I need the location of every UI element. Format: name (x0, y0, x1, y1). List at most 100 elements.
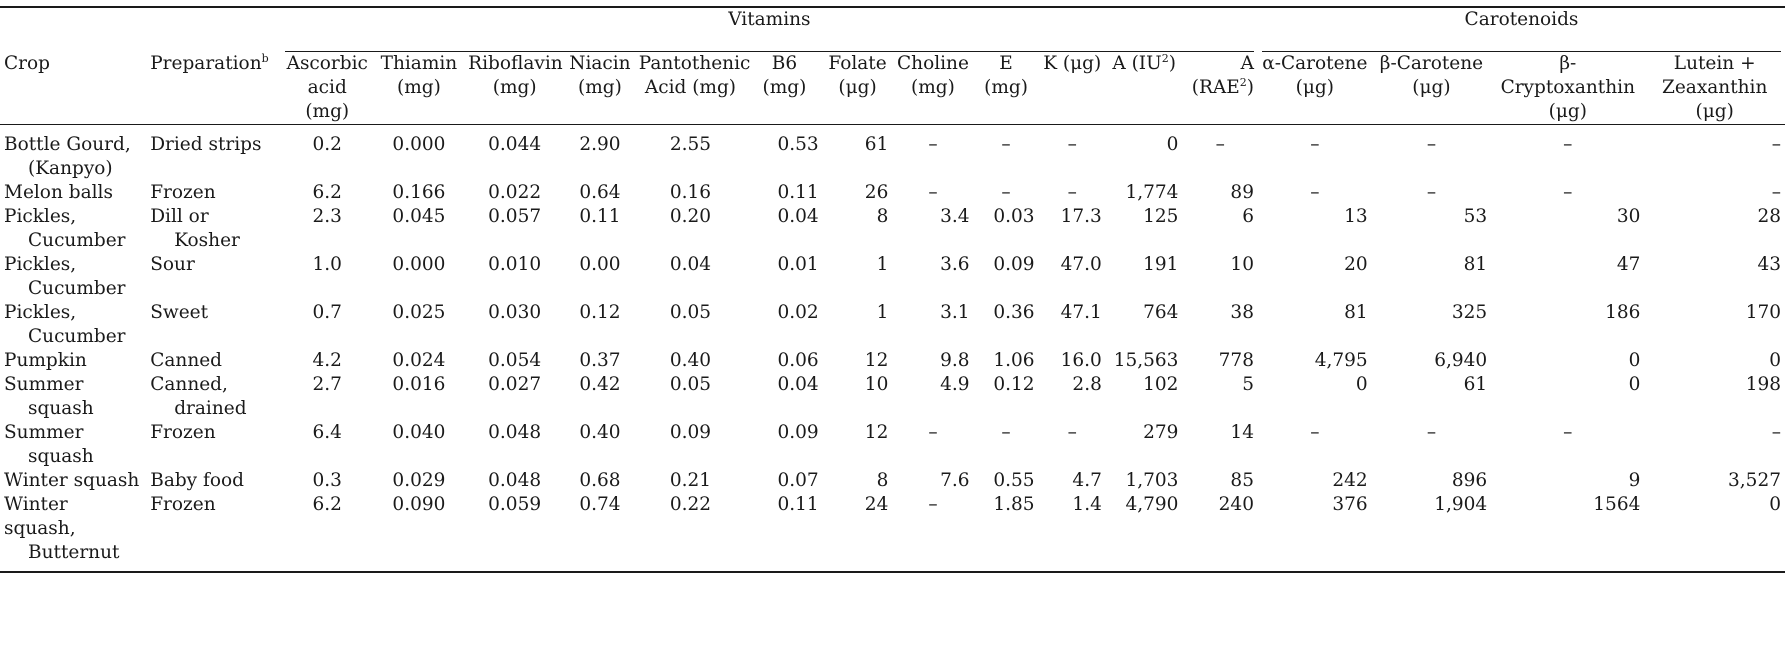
value-cell-e: – (1001, 134, 1011, 155)
value-cell-e: 0.03 (993, 206, 1035, 227)
value-cell-a_rae: 5 (1242, 374, 1254, 395)
preparation-cell: Frozen (150, 494, 216, 515)
value-cell-k: 1.4 (1072, 494, 1102, 515)
column-header-crypto: β-Cryptoxanthin (μg) (1491, 52, 1645, 125)
nutrient-table: Vitamins Carotenoids Crop Preparationb Asc… (0, 6, 1785, 573)
value-cell-a_rae: 38 (1230, 302, 1254, 323)
table-row: Melon balls Frozen 6.2 0.166 0.022 0.64 0.16 0.… (0, 181, 1785, 205)
value-cell-crypto: – (1563, 182, 1573, 203)
table-row: Summer squash Canned, drained 2.7 0.016 0.027 0… (0, 373, 1785, 421)
value-cell-lutein: 0 (1769, 350, 1781, 371)
table-row: Pickles, Cucumber Dill or Kosher 2.3 0.045 0.0… (0, 205, 1785, 253)
table-row: Winter squash Baby food 0.3 0.029 0.048 0.68 0… (0, 469, 1785, 493)
value-cell-lutein: 170 (1745, 302, 1781, 323)
preparation-cell: Dried strips (150, 134, 262, 155)
value-cell-crypto: 30 (1616, 206, 1641, 227)
value-cell-b6: 0.11 (777, 182, 819, 203)
value-cell-thiamin: 0.024 (392, 350, 446, 371)
column-header-niacin: Niacin (mg) (565, 52, 635, 125)
column-header-prep: Preparationb (146, 52, 281, 125)
table-header: Vitamins Carotenoids Crop Preparationb Asc… (0, 7, 1785, 125)
preparation-cell: Frozen (150, 422, 216, 443)
value-cell-a_rae: 6 (1242, 206, 1254, 227)
value-cell-choline: 3.4 (940, 206, 970, 227)
value-cell-pantothenic: 0.04 (669, 254, 712, 275)
value-cell-a_rae: 240 (1218, 494, 1254, 515)
value-cell-a_rae: 89 (1230, 182, 1254, 203)
value-cell-alpha: 81 (1344, 302, 1368, 323)
value-cell-folate: 61 (864, 134, 889, 155)
value-cell-alpha: 242 (1332, 470, 1368, 491)
value-cell-thiamin: 0.025 (392, 302, 446, 323)
value-cell-choline: 7.6 (940, 470, 970, 491)
crop-cell: Summer squash (4, 374, 94, 419)
value-cell-alpha: 376 (1332, 494, 1368, 515)
crop-cell: Summer squash (4, 422, 94, 467)
value-cell-crypto: – (1563, 422, 1573, 443)
value-cell-a_iu: 125 (1143, 206, 1179, 227)
column-header-a_rae: A (RAE2) (1182, 52, 1258, 125)
table-row: Pickles, Cucumber Sour 1.0 0.000 0.010 0.00 0.0… (0, 253, 1785, 301)
value-cell-niacin: 0.40 (579, 422, 621, 443)
value-cell-pantothenic: 2.55 (669, 134, 712, 155)
value-cell-k: 4.7 (1072, 470, 1102, 491)
crop-cell: Pickles, Cucumber (4, 206, 126, 251)
value-cell-a_iu: 0 (1166, 134, 1179, 155)
column-header-lutein: Lutein + Zeaxanthin (μg) (1644, 52, 1785, 125)
value-cell-a_iu: 1,703 (1125, 470, 1179, 491)
value-cell-choline: – (928, 134, 938, 155)
value-cell-b6: 0.04 (777, 374, 819, 395)
value-cell-a_rae: 14 (1230, 422, 1254, 443)
value-cell-a_rae: 85 (1230, 470, 1254, 491)
value-cell-beta: – (1426, 182, 1437, 203)
value-cell-thiamin: 0.166 (392, 182, 446, 203)
preparation-cell: Sour (150, 254, 195, 275)
value-cell-riboflavin: 0.059 (488, 494, 542, 515)
value-cell-pantothenic: 0.21 (669, 470, 712, 491)
crop-cell: Melon balls (4, 182, 113, 203)
value-cell-niacin: 0.68 (579, 470, 621, 491)
crop-cell: Bottle Gourd, (Kanpyo) (4, 134, 131, 179)
value-cell-beta: 325 (1451, 302, 1488, 323)
value-cell-thiamin: 0.090 (392, 494, 446, 515)
value-cell-b6: 0.06 (777, 350, 819, 371)
value-cell-thiamin: 0.040 (392, 422, 446, 443)
vitamins-group-header: Vitamins (281, 7, 1258, 52)
value-cell-lutein: 28 (1757, 206, 1781, 227)
value-cell-riboflavin: 0.057 (488, 206, 542, 227)
value-cell-folate: 1 (876, 302, 889, 323)
crop-cell: Pickles, Cucumber (4, 254, 126, 299)
value-cell-k: 47.0 (1060, 254, 1102, 275)
value-cell-a_rae: 778 (1218, 350, 1254, 371)
column-header-e: E (mg) (973, 52, 1039, 125)
value-cell-niacin: 0.37 (579, 350, 621, 371)
value-cell-a_iu: 102 (1143, 374, 1179, 395)
value-cell-a_iu: 1,774 (1125, 182, 1179, 203)
value-cell-k: – (1067, 182, 1077, 203)
value-cell-choline: 3.6 (940, 254, 970, 275)
value-cell-niacin: 0.74 (579, 494, 621, 515)
value-cell-folate: 12 (864, 350, 889, 371)
column-header-pantothenic: Pantothenic Acid (mg) (634, 52, 750, 125)
value-cell-choline: – (928, 182, 938, 203)
value-cell-riboflavin: 0.030 (488, 302, 542, 323)
value-cell-pantothenic: 0.16 (669, 182, 712, 203)
value-cell-riboflavin: 0.022 (488, 182, 542, 203)
crop-cell: Winter squash, Butternut (4, 494, 120, 563)
value-cell-niacin: 0.64 (579, 182, 621, 203)
value-cell-e: 0.55 (993, 470, 1035, 491)
value-cell-b6: 0.01 (777, 254, 819, 275)
value-cell-ascorbic: 4.2 (312, 350, 342, 371)
value-cell-e: 0.09 (993, 254, 1035, 275)
value-cell-ascorbic: 2.7 (312, 374, 342, 395)
value-cell-crypto: 9 (1628, 470, 1641, 491)
value-cell-riboflavin: 0.010 (488, 254, 542, 275)
column-header-b6: B6 (mg) (746, 52, 823, 125)
value-cell-a_rae: – (1215, 134, 1225, 155)
column-header-choline: Choline (mg) (892, 52, 974, 125)
column-header-a_iu: A (IU2) (1105, 52, 1183, 125)
value-cell-pantothenic: 0.40 (669, 350, 712, 371)
value-cell-riboflavin: 0.044 (488, 134, 542, 155)
value-cell-lutein: 43 (1757, 254, 1781, 275)
value-cell-riboflavin: 0.027 (488, 374, 542, 395)
